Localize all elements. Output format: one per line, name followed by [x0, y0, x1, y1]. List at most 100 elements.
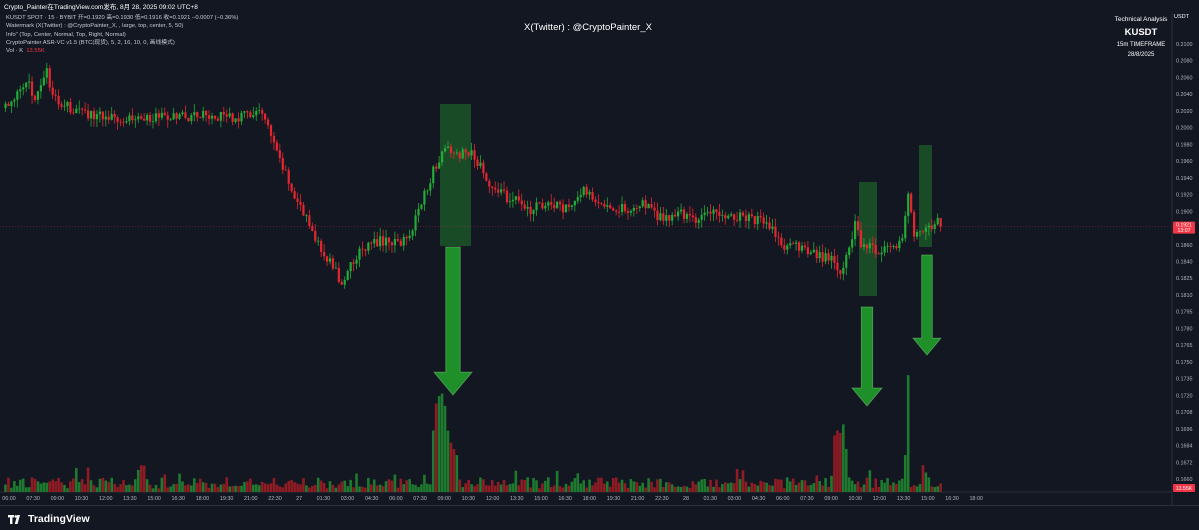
volume-bar: [641, 482, 644, 492]
volume-bar: [600, 477, 603, 492]
candle-body: [561, 204, 565, 213]
volume-bar: [166, 487, 170, 492]
candle-body: [160, 112, 163, 118]
volume-bar: [364, 487, 367, 492]
price-tick-label: 0.1780: [1176, 326, 1193, 332]
twitter-watermark: X(Twitter) : @CryptoPainter_X: [524, 22, 652, 33]
volume-bar: [898, 480, 901, 492]
volume-bar: [930, 486, 934, 492]
candle-body: [924, 227, 927, 232]
candle-body: [467, 152, 470, 156]
candle-body: [95, 114, 99, 120]
volume-bar: [249, 478, 252, 492]
candle-body: [455, 152, 458, 154]
volume-bar: [517, 485, 521, 492]
volume-bar: [520, 479, 524, 492]
candle-body: [824, 253, 827, 262]
volume-bar: [924, 472, 928, 492]
tradingview-brand[interactable]: TradingView: [28, 513, 90, 525]
candle-body: [868, 243, 871, 249]
candle-body: [505, 190, 509, 203]
volume-bar: [659, 478, 662, 492]
candle-body: [146, 114, 149, 121]
candle-body: [429, 183, 432, 191]
candle-body: [591, 191, 594, 200]
legend-symbol-line[interactable]: KUSDT SPOT · 15 · BYBIT 开=0.1920 高=0.193…: [6, 15, 239, 21]
volume-bar: [685, 486, 689, 492]
candle-body: [691, 215, 694, 218]
volume-bar: [92, 485, 96, 492]
candle-body: [930, 225, 933, 229]
volume-bar: [608, 486, 612, 492]
volume-bar: [476, 484, 479, 492]
volume-bar: [762, 481, 765, 492]
volume-bar: [564, 483, 568, 492]
volume-bar: [443, 405, 447, 492]
volume-bar: [623, 483, 627, 492]
header-title: Crypto_Painter在TradingView.com发布, 8月 28,…: [4, 4, 198, 11]
volume-bar: [927, 477, 931, 492]
price-tick-label: 0.1750: [1176, 360, 1193, 366]
volume-bar: [892, 482, 895, 492]
volume-bar: [134, 479, 137, 492]
candle-body: [836, 262, 839, 271]
candle-body: [759, 216, 762, 218]
candlestick-chart[interactable]: 0.2100 0.2080 0.2060 0.2040 0.2020 0.2000 0.19…: [0, 0, 1199, 505]
candle-body: [771, 226, 774, 229]
candle-body: [921, 231, 925, 233]
candle-body: [573, 200, 576, 206]
volume-bar: [110, 477, 113, 492]
candle-body: [240, 112, 243, 122]
candle-body: [579, 195, 582, 198]
candle-body: [414, 215, 417, 231]
price-tick-label: 0.1708: [1176, 410, 1193, 416]
candle-body: [42, 77, 45, 86]
volume-bar: [853, 484, 857, 492]
candle-body: [210, 115, 214, 119]
volume-bar: [367, 477, 370, 492]
candle-body: [140, 116, 143, 119]
volume-bar: [771, 485, 774, 492]
volume-bar: [122, 479, 125, 492]
volume-bar: [449, 442, 453, 492]
volume-bar: [98, 478, 102, 492]
volume-bar: [80, 479, 84, 492]
volume-bar: [48, 481, 52, 492]
candle-body: [137, 116, 140, 120]
legend-asr-indicator[interactable]: CryptoPainter ASR-VC v1.5 (BTC(现货), 5, 2…: [6, 39, 175, 46]
volume-bar: [113, 483, 116, 492]
volume-bar: [632, 481, 636, 492]
candle-body: [839, 270, 842, 274]
volume-bar: [670, 484, 674, 492]
candle-body: [39, 85, 42, 92]
volume-bar: [83, 484, 87, 492]
time-tick-label: 15:00: [921, 496, 935, 502]
candle-body: [184, 112, 187, 119]
candle-body: [600, 203, 603, 205]
candle-body: [851, 239, 854, 248]
candle-body: [384, 237, 388, 246]
candle-body: [128, 115, 131, 122]
volume-bar: [423, 474, 426, 492]
volume-bar: [833, 435, 836, 492]
volume-bar: [479, 477, 482, 492]
candle-body: [461, 149, 464, 159]
volume-bar: [145, 479, 149, 492]
legend-volume-line[interactable]: Vol · K 13.55K: [6, 47, 238, 55]
candle-body: [163, 112, 166, 116]
candle-body: [261, 110, 264, 114]
volume-bar: [535, 480, 538, 492]
time-tick-label: 22:30: [655, 496, 669, 502]
candle-body: [426, 190, 429, 192]
legend-watermark-indicator[interactable]: Watermark (X(Twitter) : @CryptoPainter_X…: [6, 23, 184, 30]
time-tick-label: 13:30: [123, 496, 137, 502]
candle-body: [396, 239, 399, 241]
candle-body: [567, 204, 571, 207]
volume-bar: [614, 477, 618, 492]
volume-bar: [591, 485, 594, 492]
volume-bar: [293, 482, 296, 492]
volume-bar: [275, 484, 279, 492]
candle-body: [538, 202, 541, 204]
volume-bar: [818, 480, 821, 492]
legend-info-indicator[interactable]: Info" (Top, Center, Normal, Top, Right, …: [6, 31, 126, 38]
